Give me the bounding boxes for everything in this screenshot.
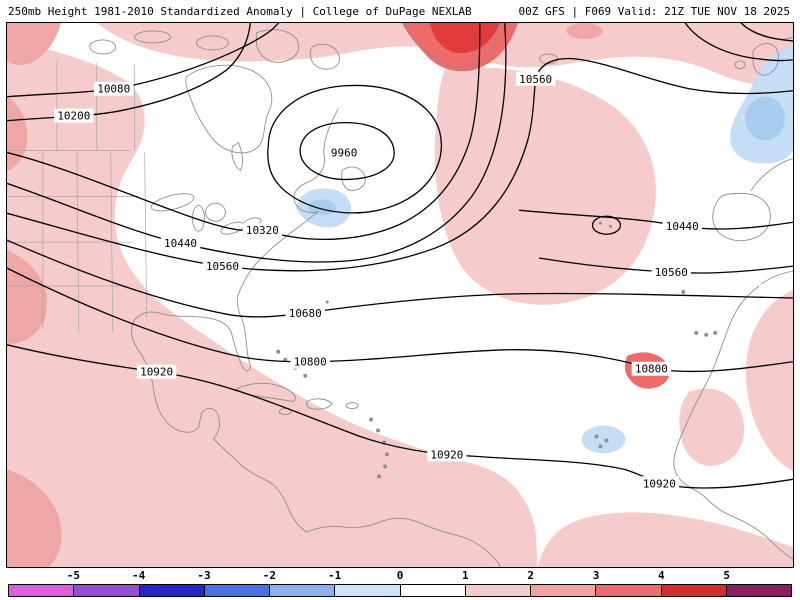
colorbar-tick: -2 xyxy=(262,569,276,582)
contour-label: 10440 xyxy=(164,237,197,250)
colorbar-tick: 2 xyxy=(527,569,534,582)
weather-map: 10080 10200 9960 10320 10440 10560 10680 10800 1… xyxy=(6,22,794,568)
contour-label-bg xyxy=(160,236,201,251)
colorbar-tick: -3 xyxy=(197,569,211,582)
contour-label: 10800 xyxy=(294,356,327,369)
contour-label-bg xyxy=(290,354,330,369)
colorbar-tick: -4 xyxy=(132,569,146,582)
colorbar-segment xyxy=(661,585,727,596)
chart-title: 250mb Height 1981-2010 Standardized Anom… xyxy=(8,4,472,18)
contour-label-bg xyxy=(631,361,672,376)
contour-label-bg xyxy=(651,265,692,280)
contour-label: 10560 xyxy=(519,73,552,86)
colorbar-segment xyxy=(531,585,597,596)
colorbar-segment xyxy=(596,585,662,596)
colorbar-segment xyxy=(335,585,401,596)
contour-label-bg xyxy=(54,108,94,123)
colorbar-tick: 5 xyxy=(723,569,730,582)
colorbar-segment xyxy=(400,585,466,596)
header-bar: 250mb Height 1981-2010 Standardized Anom… xyxy=(0,0,800,22)
contour-label-bg xyxy=(242,223,283,238)
state-borders xyxy=(7,60,147,334)
model-run-info: 00Z GFS | F069 Valid: 21Z TUE NOV 18 202… xyxy=(518,4,790,18)
contour-label: 10200 xyxy=(57,110,90,123)
coastlines xyxy=(89,23,793,567)
contour-label: 10080 xyxy=(97,83,130,96)
colorbar-segment xyxy=(726,585,791,596)
contour-label: 10920 xyxy=(643,477,676,490)
contour-label-bg xyxy=(427,447,467,462)
colorbar-segment xyxy=(9,585,75,596)
colorbar xyxy=(8,584,792,597)
contour-label-bg xyxy=(639,476,680,491)
contour-label-bg xyxy=(662,219,702,234)
contour-labels: 10080 10200 9960 10320 10440 10560 10680 10800 1… xyxy=(54,71,702,491)
contour-label: 10920 xyxy=(430,448,463,461)
contour-label-bg xyxy=(515,71,556,86)
contour-label-bg xyxy=(327,145,361,160)
colorbar-segment xyxy=(139,585,205,596)
contour-label-bg xyxy=(202,259,243,274)
colorbar-tick: 4 xyxy=(658,569,665,582)
colorbar-segment xyxy=(204,585,270,596)
contour-label: 10440 xyxy=(666,220,699,233)
contour-label: 10560 xyxy=(655,266,688,279)
map-svg: 10080 10200 9960 10320 10440 10560 10680 10800 1… xyxy=(7,23,793,567)
contour-label-bg xyxy=(94,81,134,96)
colorbar-tick-labels: -5 -4 -3 -2 -1 0 1 2 3 4 5 xyxy=(8,570,792,582)
colorbar-tick: 0 xyxy=(396,569,404,582)
colorbar-segment xyxy=(270,585,336,596)
contour-label: 10560 xyxy=(206,260,239,273)
colorbar-segment xyxy=(74,585,140,596)
colorbar-tick: -1 xyxy=(328,569,342,582)
contour-label-bg xyxy=(285,305,325,320)
contour-label: 9960 xyxy=(331,147,357,160)
contour-label: 10680 xyxy=(289,307,322,320)
colorbar-tick: 3 xyxy=(592,569,600,582)
colorbar-tick: -5 xyxy=(66,569,80,582)
contour-label-bg xyxy=(136,364,177,379)
colorbar-tick: 1 xyxy=(462,569,469,582)
contour-label: 10320 xyxy=(246,224,279,237)
contour-label: 10920 xyxy=(140,366,173,379)
colorbar-segment xyxy=(465,585,531,596)
contour-label: 10800 xyxy=(635,363,668,376)
